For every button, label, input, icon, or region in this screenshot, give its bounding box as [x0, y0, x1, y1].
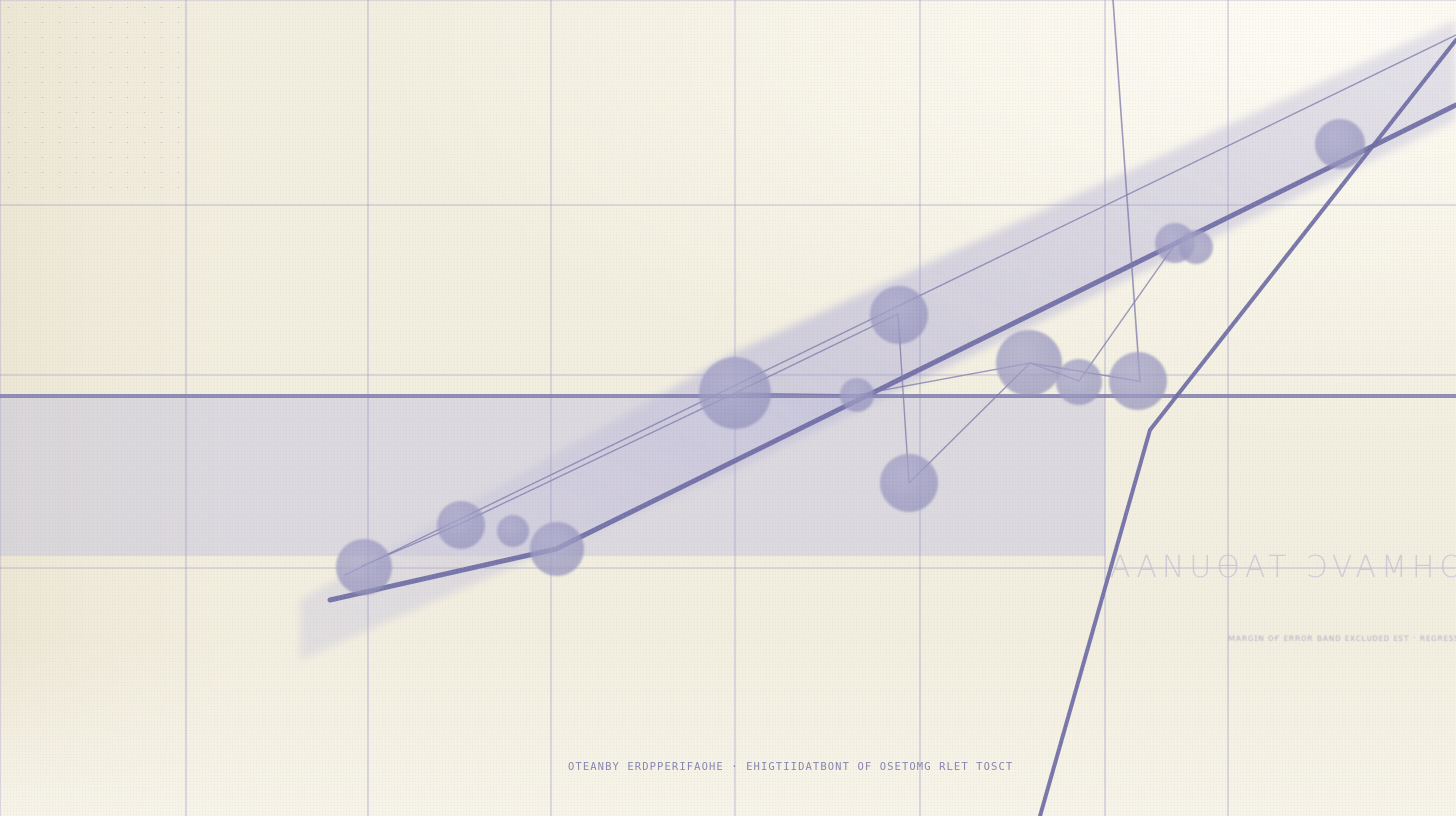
bubble-marker-p8[interactable]	[880, 454, 938, 512]
series-vertical-drop	[1112, 0, 1141, 383]
bubble-marker-p6[interactable]	[840, 378, 874, 412]
bubble-marker-p7[interactable]	[870, 286, 928, 344]
bubble-marker-p13[interactable]	[1179, 230, 1213, 264]
bubble-markers	[336, 119, 1365, 595]
bubble-marker-p10[interactable]	[1056, 359, 1102, 405]
bubble-marker-p11[interactable]	[1109, 352, 1167, 410]
chart-watermark-title: AANUӨAT ƆVAMHO SS	[1110, 550, 1456, 585]
series-regression-secondary	[1038, 38, 1456, 816]
bubble-marker-p3[interactable]	[497, 515, 529, 547]
chart-annotation-note: ᴍᴀʀɢɪɴ ᴏғ ᴇʀʀᴏʀ ʙᴀɴᴅ ᴇxᴄʟᴜᴅᴇᴅ ᴇѕт · ʀᴇɢʀ…	[1228, 633, 1456, 644]
chart-caption: OTEANBY ERDPPERIFAOHE · EHIGTIIDATBONT O…	[568, 761, 1014, 773]
bubble-marker-p9[interactable]	[996, 330, 1062, 396]
bubble-marker-p1[interactable]	[336, 539, 392, 595]
bubble-marker-p2[interactable]	[437, 501, 485, 549]
bubble-marker-p4[interactable]	[530, 522, 584, 576]
bubble-marker-p5[interactable]	[699, 357, 771, 429]
bubble-marker-p14[interactable]	[1315, 119, 1365, 169]
confidence-band	[300, 20, 1456, 660]
